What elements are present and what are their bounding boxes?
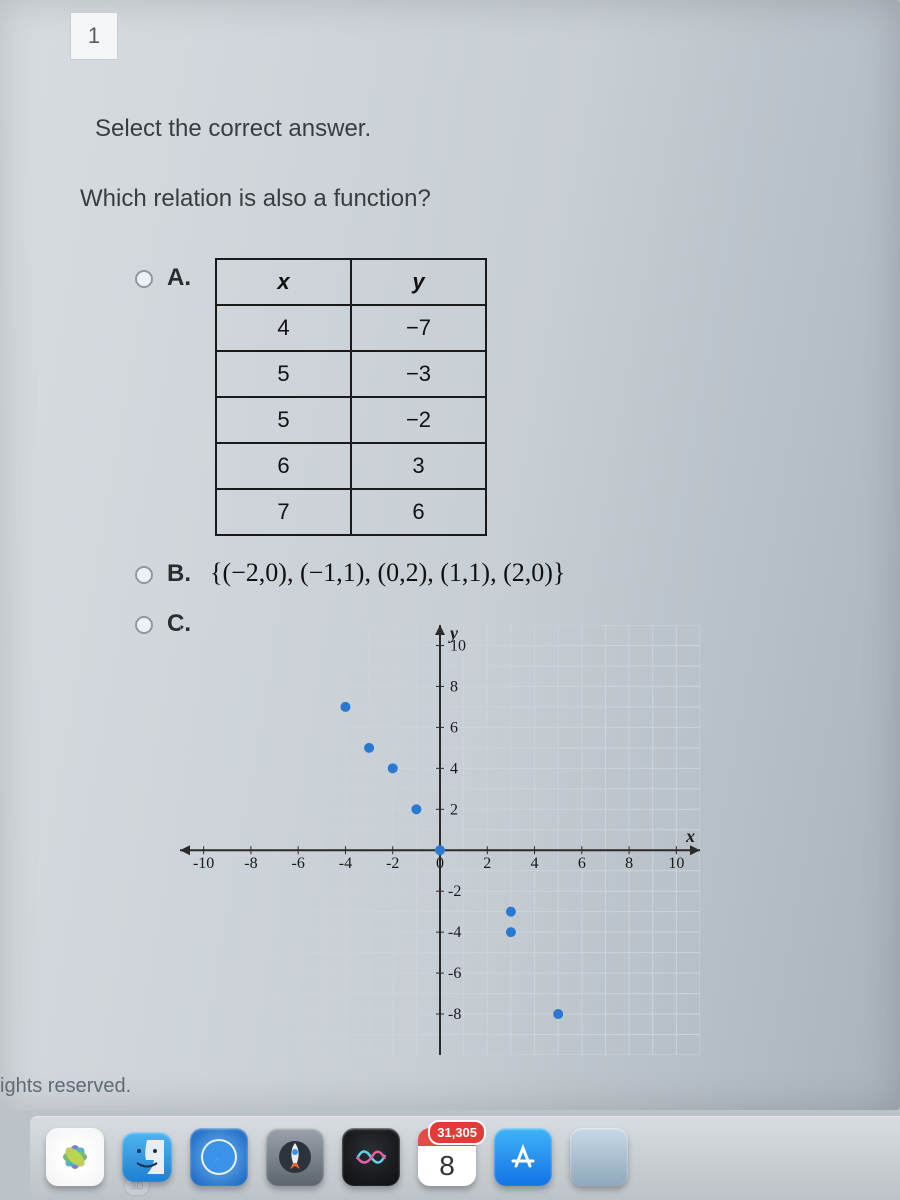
app-store-icon[interactable] (494, 1128, 552, 1186)
table-row: 63 (216, 443, 486, 489)
svg-text:4: 4 (531, 855, 539, 872)
svg-text:-2: -2 (448, 883, 461, 900)
question-number-box: 1 (70, 12, 118, 60)
svg-text:4: 4 (450, 760, 458, 777)
radio-b[interactable] (135, 566, 153, 584)
svg-text:-2: -2 (386, 855, 399, 872)
launchpad-app-icon[interactable] (266, 1128, 324, 1186)
option-a-label: A. (167, 264, 191, 292)
svg-text:6: 6 (450, 719, 458, 736)
option-b[interactable]: B. (135, 560, 191, 588)
siri-wave-icon (353, 1139, 389, 1175)
table-header-x: x (216, 259, 351, 305)
question-number: 1 (88, 23, 100, 49)
rights-reserved-text: ights reserved. (0, 1075, 131, 1098)
svg-text:x: x (685, 826, 695, 846)
table-row: 76 (216, 489, 486, 535)
svg-text:2: 2 (483, 855, 491, 872)
prompt-instruction: Select the correct answer. (95, 115, 371, 143)
svg-text:-4: -4 (339, 855, 352, 872)
svg-text:8: 8 (450, 678, 458, 695)
option-a-table: x y 4−7 5−3 5−2 63 76 (215, 258, 487, 536)
option-a[interactable]: A. (135, 264, 191, 292)
svg-text:-10: -10 (193, 855, 214, 872)
unknown-app-icon[interactable] (570, 1128, 628, 1186)
a-logo-icon (506, 1140, 540, 1174)
table-row: 5−3 (216, 351, 486, 397)
svg-text:-6: -6 (448, 965, 461, 982)
option-c-scatter-chart: -10-8-6-4-20246810246810-2-4-6-8xy (180, 625, 700, 1055)
calendar-badge: 31,305 (428, 1120, 486, 1145)
option-b-set: {(−2,0), (−1,1), (0,2), (1,1), (2,0)} (210, 558, 565, 588)
svg-text:2: 2 (450, 801, 458, 818)
radio-c[interactable] (135, 616, 153, 634)
macos-dock: SEP 8 31,305 (30, 1116, 900, 1196)
svg-text:10: 10 (668, 855, 684, 872)
table-header-y: y (351, 259, 486, 305)
svg-text:-4: -4 (448, 924, 461, 941)
quiz-screen: 1 Select the correct answer. Which relat… (0, 0, 900, 1110)
svg-text:-8: -8 (448, 1006, 461, 1023)
table-row: 5−2 (216, 397, 486, 443)
option-b-label: B. (167, 560, 191, 588)
photos-app-icon[interactable] (46, 1128, 104, 1186)
svg-text:-8: -8 (244, 855, 257, 872)
finder-face-icon (130, 1140, 164, 1174)
calendar-day: 8 (418, 1146, 476, 1186)
finder-app-icon[interactable] (122, 1132, 172, 1182)
radio-a[interactable] (135, 270, 153, 288)
photos-flower-icon (55, 1137, 95, 1177)
svg-text:0: 0 (436, 855, 444, 872)
rocket-icon (277, 1139, 313, 1175)
siri-app-icon[interactable] (342, 1128, 400, 1186)
svg-text:6: 6 (578, 855, 586, 872)
svg-text:-6: -6 (292, 855, 305, 872)
calendar-app-icon[interactable]: SEP 8 31,305 (418, 1128, 476, 1186)
compass-icon (198, 1136, 240, 1178)
scatter-svg: -10-8-6-4-20246810246810-2-4-6-8xy (180, 625, 700, 1055)
table-row: 4−7 (216, 305, 486, 351)
svg-text:8: 8 (625, 855, 633, 872)
svg-text:y: y (448, 625, 459, 643)
prompt-question: Which relation is also a function? (80, 185, 431, 213)
safari-app-icon[interactable] (190, 1128, 248, 1186)
